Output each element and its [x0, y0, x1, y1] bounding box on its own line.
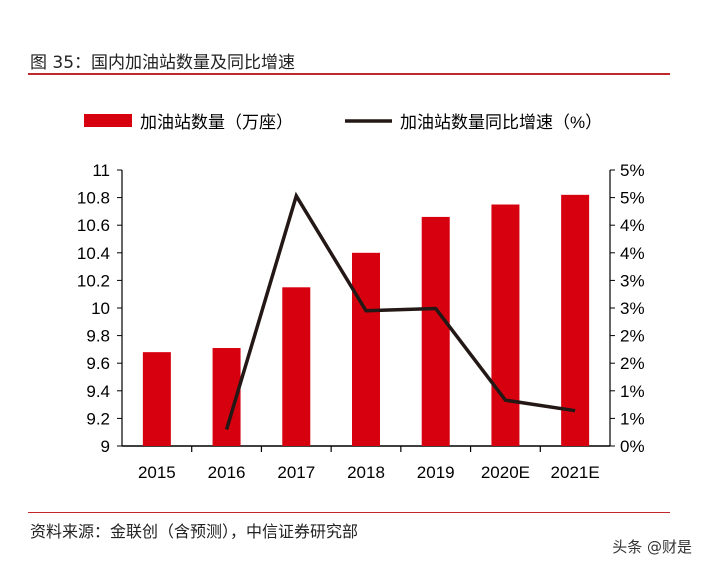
source-rule [28, 512, 670, 513]
x-tick-label: 2017 [277, 463, 315, 482]
title-rule [28, 73, 670, 75]
left-tick-label: 9.2 [86, 409, 110, 428]
left-tick-label: 9.8 [86, 327, 110, 346]
right-tick-label: 2% [620, 354, 645, 373]
left-tick-label: 10.6 [77, 216, 110, 235]
right-tick-label: 1% [620, 382, 645, 401]
x-tick-label: 2015 [138, 463, 176, 482]
source-note: 资料来源：金联创（含预测），中信证券研究部 [30, 522, 359, 541]
legend-line-label: 加油站数量同比增速（%） [400, 113, 602, 132]
watermark: 头条 @财是 [612, 538, 692, 556]
right-tick-label: 5% [620, 161, 645, 180]
bar [561, 194, 590, 446]
x-tick-label: 2018 [347, 463, 385, 482]
right-tick-label: 0% [620, 437, 645, 456]
bar [142, 352, 171, 446]
right-tick-label: 3% [620, 299, 645, 318]
growth-line [224, 191, 576, 430]
right-tick-label: 2% [620, 327, 645, 346]
bar [421, 216, 450, 446]
left-tick-label: 10.8 [77, 189, 110, 208]
bar [282, 287, 311, 446]
left-tick-label: 9.4 [86, 382, 110, 401]
right-tick-label: 4% [620, 216, 645, 235]
legend-bar-label: 加油站数量（万座） [140, 113, 293, 132]
left-tick-label: 9.6 [86, 354, 110, 373]
left-tick-label: 9 [101, 437, 110, 456]
x-tick-label: 2020E [481, 463, 530, 482]
right-tick-label: 1% [620, 409, 645, 428]
left-tick-label: 10.2 [77, 271, 110, 290]
bar [491, 204, 520, 446]
left-tick-label: 10.4 [77, 244, 110, 263]
figure-title: 图 35：国内加油站数量及同比增速 [30, 53, 296, 73]
chart: 9 9.2 9.4 9.6 9.8 10 10.2 10.4 10.6 10.8 11 0% 1% 1% 2… [77, 113, 645, 482]
right-tick-label: 4% [620, 244, 645, 263]
x-tick-label: 2019 [417, 463, 455, 482]
right-tick-label: 5% [620, 189, 645, 208]
right-tick-label: 3% [620, 271, 645, 290]
x-tick-label: 2016 [208, 463, 246, 482]
bar [352, 252, 380, 446]
left-tick-label: 10 [91, 299, 110, 318]
x-tick-label: 2021E [551, 463, 600, 482]
left-tick-label: 11 [92, 161, 110, 180]
legend-bar-swatch [84, 114, 132, 127]
